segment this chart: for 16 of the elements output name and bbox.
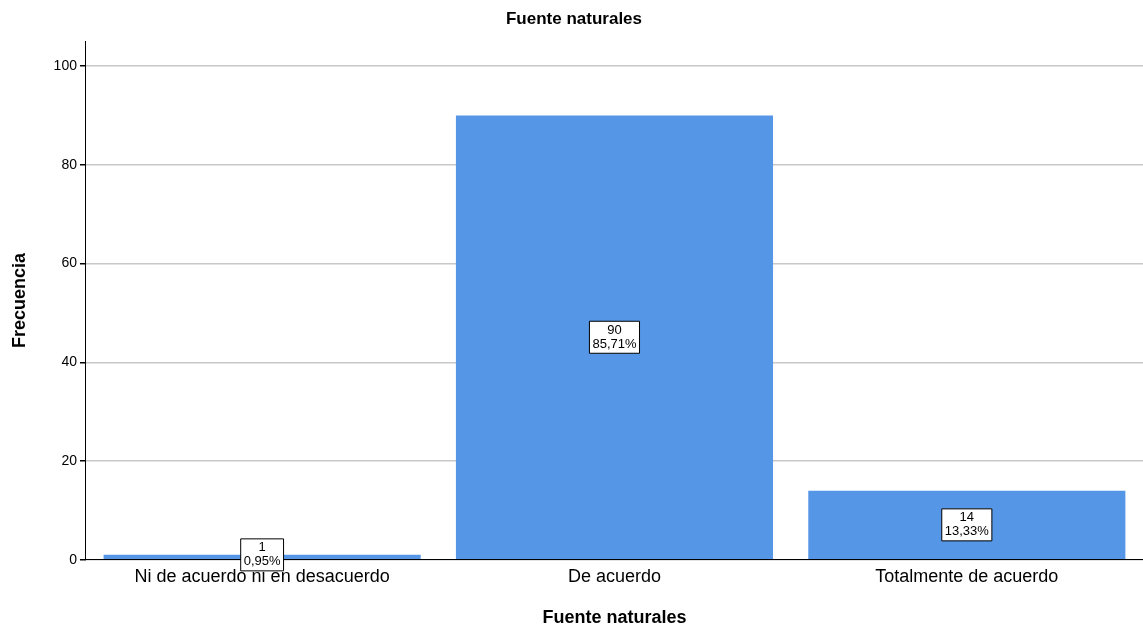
data-label: 90 85,71% [592,321,637,351]
y-tick-label: 60 [61,254,78,271]
y-axis-title: Frecuencia [8,252,29,349]
x-axis-title: Fuente naturales [542,607,687,628]
bar [455,115,774,560]
y-tick-label: 100 [53,56,78,73]
bar [808,490,1126,560]
y-tick-label: 40 [61,353,78,370]
y-tick-label: 80 [61,155,78,172]
y-tick-label: 20 [61,451,78,468]
data-label: 1 0,95% [243,539,281,569]
y-tick-label: 0 [69,550,78,567]
chart-title: Fuente naturales [505,8,643,28]
x-tick-label: De acuerdo [567,565,662,586]
x-tick-label: Totalmente de acuerdo [875,565,1059,586]
data-label: 14 13,33% [944,509,990,539]
